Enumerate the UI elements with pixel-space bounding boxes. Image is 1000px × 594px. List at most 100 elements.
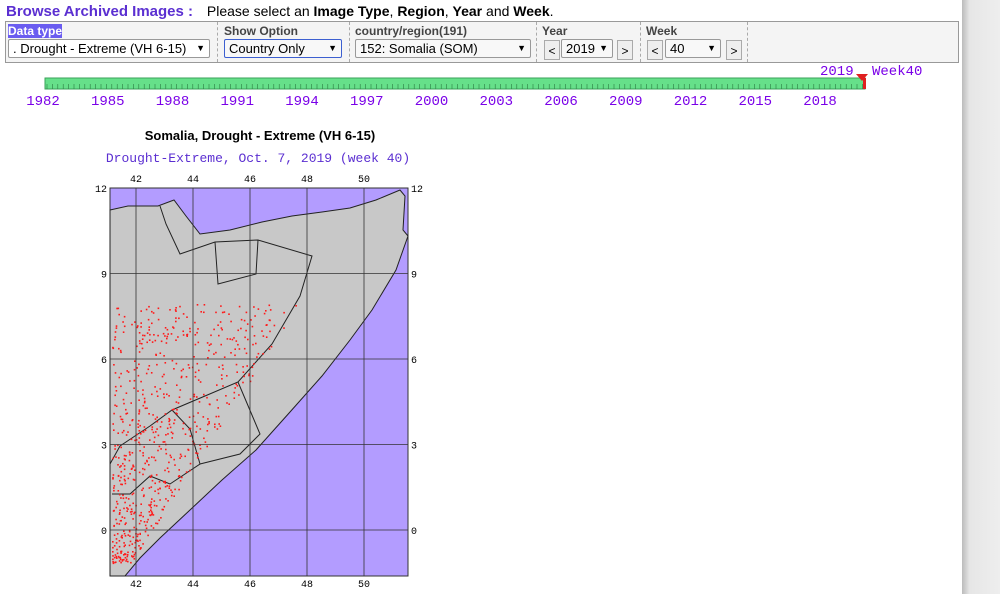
drought-pixel: [122, 462, 124, 465]
drought-pixel: [182, 422, 185, 425]
drought-pixel: [129, 511, 132, 513]
drought-pixel: [144, 407, 147, 410]
data-type-select[interactable]: . Drought - Extreme (VH 6-15): [8, 39, 210, 58]
drought-pixel: [182, 334, 185, 336]
prev-year-button[interactable]: <: [544, 40, 560, 60]
drought-pixel: [168, 461, 170, 464]
drought-pixel: [196, 425, 198, 428]
drought-pixel: [164, 480, 166, 483]
drought-pixel: [215, 351, 217, 354]
drought-pixel: [148, 413, 150, 415]
drought-pixel: [197, 412, 199, 414]
drought-pixel: [242, 366, 244, 368]
drought-pixel: [113, 534, 116, 536]
title: Browse Archived Images :: [6, 3, 194, 20]
next-week-button[interactable]: >: [726, 40, 742, 60]
drought-pixel: [142, 431, 145, 433]
drought-pixel: [153, 504, 156, 507]
drought-pixel: [112, 474, 115, 476]
show-option-select[interactable]: Country Only: [224, 39, 342, 58]
drought-pixel: [160, 517, 162, 519]
drought-pixel: [123, 545, 126, 548]
drought-pixel: [156, 390, 158, 393]
drought-pixel: [137, 374, 140, 377]
prev-week-button[interactable]: <: [647, 40, 663, 60]
drought-pixel: [243, 319, 246, 322]
week-select[interactable]: 40: [665, 39, 721, 58]
drought-pixel: [156, 522, 159, 525]
instruction-text: Please select an: [206, 3, 310, 19]
drought-pixel: [114, 448, 116, 450]
drought-pixel: [164, 469, 166, 472]
drought-pixel: [152, 527, 155, 529]
drought-pixel: [124, 523, 126, 526]
timeline-bar[interactable]: [44, 77, 866, 90]
admin-border: [214, 239, 259, 285]
drought-pixel: [234, 354, 236, 357]
drought-pixel: [123, 554, 125, 556]
drought-pixel: [189, 330, 191, 333]
drought-pixel: [123, 478, 126, 481]
lat-label: 9: [411, 271, 417, 282]
drought-pixel: [193, 393, 196, 396]
drought-pixel: [203, 437, 205, 440]
drought-pixel: [234, 348, 236, 350]
lat-label: 12: [411, 185, 423, 196]
drought-pixel: [139, 424, 141, 427]
drought-pixel: [115, 538, 118, 540]
drought-pixel: [154, 418, 157, 420]
drought-pixel: [185, 471, 188, 473]
drought-pixel: [139, 548, 142, 550]
drought-pixel: [118, 545, 121, 548]
drought-pixel: [248, 374, 250, 377]
drought-pixel: [230, 352, 232, 354]
drought-pixel: [215, 415, 218, 418]
drought-pixel: [121, 418, 124, 421]
drought-pixel: [206, 342, 209, 344]
drought-pixel: [112, 558, 114, 561]
drought-pixel: [148, 464, 150, 466]
drought-pixel: [126, 412, 129, 415]
drought-pixel: [179, 453, 182, 456]
drought-pixel: [142, 389, 144, 391]
drought-pixel: [189, 462, 192, 465]
drought-pixel: [133, 479, 136, 481]
drought-pixel: [194, 343, 197, 346]
drought-pixel: [203, 311, 205, 314]
drought-pixel: [168, 420, 170, 423]
drought-pixel: [134, 469, 136, 471]
instruction-text: Week: [513, 3, 550, 19]
drought-pixel: [146, 332, 149, 334]
drought-pixel: [127, 431, 129, 433]
drought-pixel: [222, 385, 224, 387]
drought-pixel: [247, 338, 249, 341]
drought-pixel: [168, 423, 171, 426]
drought-pixel: [253, 306, 255, 308]
drought-pixel: [255, 342, 257, 345]
drought-pixel: [118, 540, 121, 542]
drought-pixel: [173, 419, 176, 421]
drought-pixel: [144, 530, 147, 533]
drought-pixel: [151, 426, 154, 428]
drought-pixel: [127, 534, 130, 536]
drought-pixel: [158, 519, 160, 522]
drought-pixel: [218, 366, 220, 368]
lat-label: 6: [101, 356, 107, 367]
drought-pixel: [138, 399, 140, 401]
drought-pixel: [128, 459, 131, 462]
drought-pixel: [117, 555, 120, 558]
year-select[interactable]: 2019: [561, 39, 613, 58]
current-week: Week40: [872, 64, 922, 80]
drought-pixel: [121, 559, 124, 561]
region-select[interactable]: 152: Somalia (SOM): [355, 39, 531, 58]
drought-pixel: [141, 342, 143, 345]
drought-pixel: [207, 357, 209, 359]
drought-pixel: [196, 362, 199, 365]
drought-pixel: [237, 343, 239, 346]
drought-pixel: [129, 454, 131, 456]
drought-pixel: [132, 492, 135, 495]
drought-pixel: [165, 434, 167, 436]
drought-pixel: [226, 402, 228, 404]
drought-pixel: [129, 473, 131, 475]
next-year-button[interactable]: >: [617, 40, 633, 60]
